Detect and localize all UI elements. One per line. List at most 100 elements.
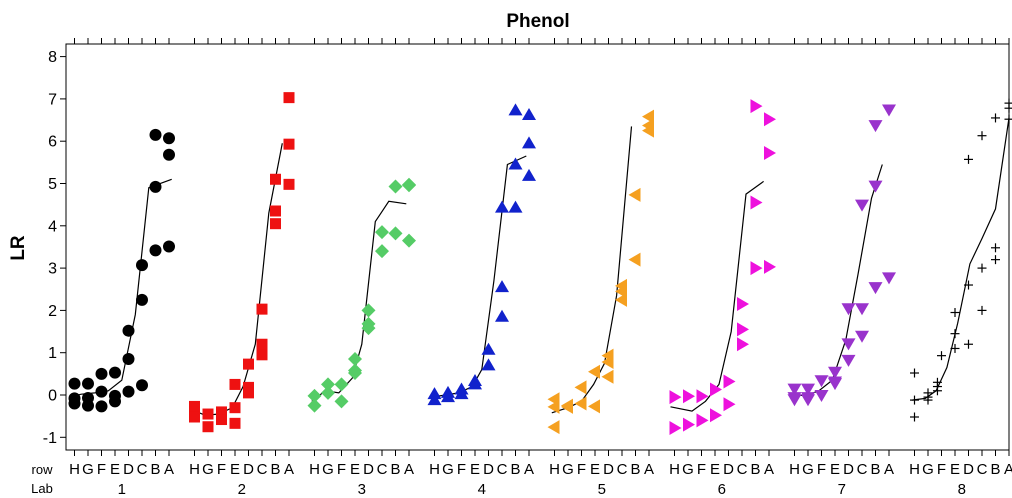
data-point: [828, 378, 842, 391]
data-point: [402, 178, 416, 193]
data-point: [454, 387, 469, 400]
data-point: [1004, 98, 1012, 108]
row-tick-label: G: [442, 461, 454, 478]
data-point: [495, 200, 509, 213]
row-tick-label: D: [723, 461, 734, 478]
data-point: [977, 263, 987, 273]
data-point: [841, 354, 856, 367]
row-tick-label: C: [617, 461, 628, 478]
row-tick-label: D: [603, 461, 614, 478]
row-tick-label: D: [243, 461, 254, 478]
data-point: [964, 154, 973, 164]
data-point: [723, 397, 736, 412]
row-tick-label: H: [909, 461, 920, 478]
row-tick-label: B: [750, 461, 760, 478]
data-point: [348, 366, 362, 381]
data-point: [868, 180, 883, 193]
row-tick-label: A: [1004, 461, 1012, 478]
row-tick-label: H: [669, 461, 680, 478]
y-tick-label: 5: [48, 176, 57, 193]
data-point: [937, 351, 946, 361]
lab-tick-label: 7: [838, 481, 846, 498]
plot-frame: [65, 43, 1010, 451]
trend-line: [191, 143, 283, 416]
row-tick-label: A: [164, 461, 174, 478]
data-point: [229, 378, 241, 390]
data-point: [737, 337, 749, 352]
data-point: [561, 399, 573, 414]
data-point: [109, 366, 121, 379]
chart-title: Phenol: [506, 11, 569, 32]
data-point: [229, 417, 241, 429]
data-point: [764, 146, 776, 161]
data-point: [82, 377, 94, 390]
data-point: [750, 99, 763, 114]
data-point: [122, 385, 135, 398]
data-point: [136, 293, 148, 306]
data-point: [991, 243, 1000, 253]
data-point: [427, 393, 442, 406]
data-point: [991, 113, 1000, 123]
data-point: [163, 240, 175, 253]
data-point: [683, 389, 695, 404]
data-point: [964, 339, 973, 349]
data-point: [189, 411, 200, 423]
data-point: [95, 385, 108, 398]
lab-tick-label: 8: [958, 481, 966, 498]
data-point: [574, 380, 587, 395]
row-tick-label: G: [562, 461, 574, 478]
data-point: [814, 390, 829, 402]
row-tick-label: C: [737, 461, 748, 478]
lab-tick-label: 2: [238, 481, 246, 498]
y-tick-label: 6: [48, 134, 57, 151]
data-point: [334, 394, 349, 409]
data-point: [882, 272, 896, 285]
row-tick-label: C: [497, 461, 508, 478]
lab-axis-label: Lab: [31, 481, 53, 496]
row-tick-label: D: [483, 461, 494, 478]
row-tick-label: F: [457, 461, 466, 478]
trend-line: [791, 164, 883, 397]
data-point: [136, 379, 148, 392]
data-point: [307, 398, 322, 413]
row-tick-label: B: [270, 461, 280, 478]
data-point: [189, 400, 200, 412]
data-point: [628, 252, 641, 267]
row-tick-label: H: [309, 461, 320, 478]
data-marks: [68, 92, 1012, 435]
y-tick-label: 8: [48, 49, 57, 66]
data-point: [495, 280, 509, 293]
data-point: [750, 261, 763, 276]
data-point: [723, 374, 736, 389]
row-tick-label: D: [123, 461, 134, 478]
data-point: [964, 280, 973, 290]
data-point: [601, 369, 614, 384]
data-point: [710, 408, 722, 423]
data-point: [615, 292, 627, 307]
data-point: [696, 413, 709, 428]
data-point: [283, 92, 295, 104]
data-point: [82, 399, 94, 412]
data-point: [669, 420, 682, 435]
data-point: [122, 324, 135, 337]
lab-tick-label: 1: [118, 481, 126, 498]
row-tick-label: B: [870, 461, 880, 478]
row-tick-label: B: [990, 461, 1000, 478]
row-tick-label: H: [189, 461, 200, 478]
row-tick-label: D: [963, 461, 974, 478]
data-point: [601, 355, 614, 370]
data-point: [243, 358, 254, 370]
row-tick-label: H: [549, 461, 560, 478]
data-point: [801, 383, 815, 396]
lab-tick-label: 6: [718, 481, 726, 498]
data-point: [522, 168, 536, 181]
data-point: [868, 282, 883, 295]
data-point: [950, 343, 960, 353]
data-point: [243, 387, 254, 399]
data-point: [977, 131, 987, 141]
data-point: [202, 408, 214, 420]
data-point: [787, 394, 802, 407]
data-point: [910, 412, 919, 422]
data-point: [683, 417, 695, 432]
data-point: [737, 297, 749, 312]
